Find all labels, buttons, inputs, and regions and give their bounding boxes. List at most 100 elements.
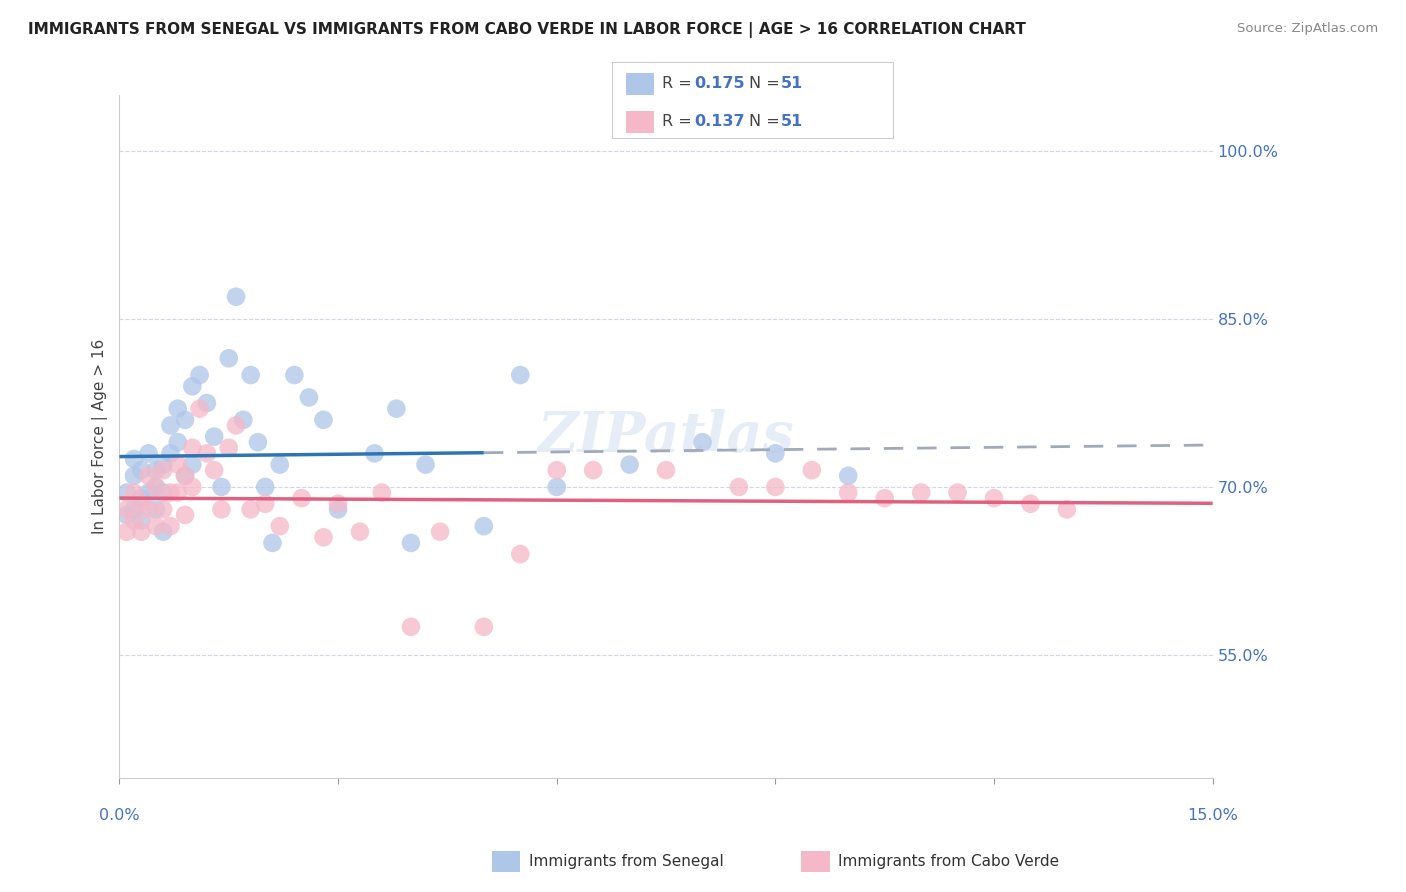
Point	[188, 368, 211, 382]
Point	[195, 396, 218, 410]
Point	[145, 519, 167, 533]
Point	[472, 519, 495, 533]
Point	[728, 480, 751, 494]
Point	[159, 485, 181, 500]
Point	[692, 435, 714, 450]
Point	[122, 452, 145, 467]
Point	[115, 485, 138, 500]
Point	[115, 524, 138, 539]
Point	[837, 485, 859, 500]
Point	[122, 514, 145, 528]
Point	[152, 524, 174, 539]
Point	[619, 458, 641, 472]
Point	[159, 418, 181, 433]
Point	[181, 441, 204, 455]
Point	[232, 413, 254, 427]
Point	[145, 480, 167, 494]
Point	[202, 463, 225, 477]
Point	[269, 519, 291, 533]
Point	[152, 458, 174, 472]
Point	[152, 463, 174, 477]
Point	[946, 485, 969, 500]
Point	[312, 413, 335, 427]
Point	[122, 485, 145, 500]
Point	[239, 502, 262, 516]
Text: 0.175: 0.175	[695, 76, 745, 91]
Text: IMMIGRANTS FROM SENEGAL VS IMMIGRANTS FROM CABO VERDE IN LABOR FORCE | AGE > 16 : IMMIGRANTS FROM SENEGAL VS IMMIGRANTS FR…	[28, 22, 1026, 38]
Point	[1056, 502, 1078, 516]
Point	[174, 468, 197, 483]
Text: 0.0%: 0.0%	[100, 808, 139, 823]
Point	[166, 485, 188, 500]
Point	[269, 458, 291, 472]
Point	[415, 458, 437, 472]
Text: Source: ZipAtlas.com: Source: ZipAtlas.com	[1237, 22, 1378, 36]
Point	[138, 446, 160, 460]
Y-axis label: In Labor Force | Age > 16: In Labor Force | Age > 16	[93, 339, 108, 534]
Point	[763, 446, 786, 460]
Point	[509, 368, 531, 382]
Point	[399, 536, 422, 550]
Point	[546, 463, 568, 477]
Point	[298, 391, 321, 405]
Point	[312, 530, 335, 544]
Point	[429, 524, 451, 539]
Point	[225, 418, 247, 433]
Point	[582, 463, 605, 477]
Point	[211, 480, 233, 494]
Point	[371, 485, 394, 500]
Text: R =: R =	[662, 76, 697, 91]
Point	[254, 497, 277, 511]
Point	[983, 491, 1005, 505]
Point	[115, 502, 138, 516]
Point	[174, 413, 197, 427]
Point	[174, 468, 197, 483]
Point	[131, 491, 153, 505]
Point	[131, 463, 153, 477]
Text: ZIPatlas: ZIPatlas	[537, 409, 794, 464]
Point	[218, 441, 240, 455]
Point	[326, 502, 349, 516]
Point	[202, 429, 225, 443]
Point	[131, 497, 153, 511]
Point	[546, 480, 568, 494]
Point	[655, 463, 678, 477]
Point	[138, 502, 160, 516]
Point	[138, 468, 160, 483]
Point	[138, 485, 160, 500]
Point	[399, 620, 422, 634]
Point	[188, 401, 211, 416]
Point	[291, 491, 314, 505]
Point	[218, 351, 240, 366]
Point	[225, 290, 247, 304]
Point	[166, 401, 188, 416]
Point	[181, 379, 204, 393]
Point	[166, 458, 188, 472]
Text: R =: R =	[662, 114, 697, 128]
Point	[211, 502, 233, 516]
Point	[239, 368, 262, 382]
Point	[131, 514, 153, 528]
Point	[145, 502, 167, 516]
Text: 15.0%: 15.0%	[1187, 808, 1239, 823]
Point	[509, 547, 531, 561]
Point	[145, 480, 167, 494]
Point	[472, 620, 495, 634]
Point	[349, 524, 371, 539]
Point	[1019, 497, 1042, 511]
Point	[174, 508, 197, 522]
Text: N =: N =	[749, 114, 786, 128]
Point	[159, 519, 181, 533]
Point	[115, 508, 138, 522]
Text: Immigrants from Senegal: Immigrants from Senegal	[529, 855, 724, 869]
Point	[195, 446, 218, 460]
Point	[181, 480, 204, 494]
Point	[152, 485, 174, 500]
Point	[254, 480, 277, 494]
Point	[145, 463, 167, 477]
Point	[910, 485, 932, 500]
Point	[837, 468, 859, 483]
Point	[326, 497, 349, 511]
Point	[763, 480, 786, 494]
Point	[385, 401, 408, 416]
